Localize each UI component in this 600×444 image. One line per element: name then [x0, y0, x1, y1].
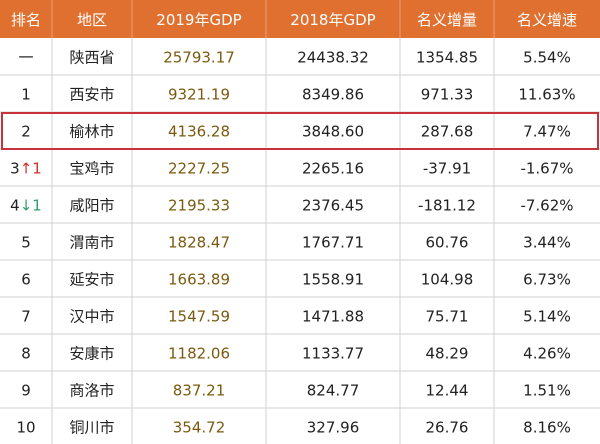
rank-cell: 1 [21, 86, 31, 104]
growth-cell: -7.62% [520, 197, 573, 215]
region-cell: 汉中市 [69, 308, 114, 326]
gdp-cell: 1558.91 [302, 271, 364, 289]
growth-cell: 8.16% [523, 419, 571, 437]
increase-cell: -37.91 [423, 160, 471, 178]
gdp-cell: 2227.25 [168, 160, 230, 178]
table-row: 9 商洛市 837.21 824.77 12.44 1.51% [0, 382, 600, 409]
rank-cell: 一 [18, 49, 33, 67]
table-row: 3↑1 宝鸡市 2227.25 2265.16 -37.91 -1.67% [0, 160, 600, 187]
increase-cell: 971.33 [421, 86, 474, 104]
rank-cell: 10 [16, 419, 35, 437]
rank-change-value: 1 [32, 197, 42, 215]
rank-cell: 6 [21, 271, 31, 289]
rank-cell: 5 [21, 234, 31, 252]
table-row: 7 汉中市 1547.59 1471.88 75.71 5.14% [0, 308, 600, 335]
column-header: 排名 [11, 11, 41, 29]
arrow-up-icon: ↑ [20, 160, 33, 178]
region-cell: 渭南市 [69, 234, 114, 252]
column-header: 名义增速 [517, 11, 577, 29]
gdp-cell: 4136.28 [168, 123, 230, 141]
column-header: 名义增量 [417, 11, 477, 29]
table-row: 一 陕西省 25793.17 24438.32 1354.85 5.54% [0, 49, 600, 76]
growth-cell: 11.63% [518, 86, 575, 104]
rank-cell: 9 [21, 382, 31, 400]
table-header: 排名 地区 2019年GDP 2018年GDP 名义增量 名义增速 [0, 0, 600, 38]
rank-cell: 2 [21, 123, 31, 141]
increase-cell: 1354.85 [416, 49, 478, 67]
growth-cell: 1.51% [523, 382, 571, 400]
rank-change-value: 1 [32, 160, 42, 178]
gdp-cell: 1471.88 [302, 308, 364, 326]
growth-cell: 7.47% [523, 123, 571, 141]
increase-cell: 287.68 [421, 123, 474, 141]
gdp-cell: 24438.32 [297, 49, 369, 67]
gdp-cell: 2195.33 [168, 197, 230, 215]
gdp-cell: 824.77 [307, 382, 360, 400]
gdp-cell: 2265.16 [302, 160, 364, 178]
column-header: 地区 [77, 11, 107, 29]
region-cell: 榆林市 [69, 123, 114, 141]
region-cell: 商洛市 [69, 382, 114, 400]
growth-cell: 3.44% [523, 234, 571, 252]
region-cell: 延安市 [69, 271, 114, 289]
column-header: 2019年GDP [156, 11, 241, 29]
gdp-cell: 2376.45 [302, 197, 364, 215]
rank-value: 4 [10, 197, 20, 215]
gdp-cell: 1547.59 [168, 308, 230, 326]
gdp-cell: 8349.86 [302, 86, 364, 104]
gdp-cell: 354.72 [173, 419, 226, 437]
increase-cell: 60.76 [426, 234, 469, 252]
table-row: 8 安康市 1182.06 1133.77 48.29 4.26% [0, 345, 600, 372]
column-header: 2018年GDP [290, 11, 375, 29]
growth-cell: 5.54% [523, 49, 571, 67]
region-cell: 宝鸡市 [69, 160, 114, 178]
increase-cell: -181.12 [418, 197, 476, 215]
increase-cell: 104.98 [421, 271, 474, 289]
table-row: 6 延安市 1663.89 1558.91 104.98 6.73% [0, 271, 600, 298]
region-cell: 陕西省 [69, 49, 114, 67]
gdp-cell: 1663.89 [168, 271, 230, 289]
rank-cell: 3↑1 [10, 160, 42, 178]
gdp-cell: 837.21 [173, 382, 226, 400]
growth-cell: 5.14% [523, 308, 571, 326]
table-row: 4↓1 咸阳市 2195.33 2376.45 -181.12 -7.62% [0, 197, 600, 224]
increase-cell: 48.29 [426, 345, 469, 363]
table-row: 10 铜川市 354.72 327.96 26.76 8.16% [16, 419, 571, 437]
rank-cell: 7 [21, 308, 31, 326]
gdp-cell: 3848.60 [302, 123, 364, 141]
growth-cell: 6.73% [523, 271, 571, 289]
gdp-cell: 1828.47 [168, 234, 230, 252]
gdp-cell: 25793.17 [163, 49, 235, 67]
table-row: 5 渭南市 1828.47 1767.71 60.76 3.44% [0, 234, 600, 261]
increase-cell: 75.71 [426, 308, 469, 326]
increase-cell: 26.76 [426, 419, 469, 437]
gdp-cell: 1767.71 [302, 234, 364, 252]
region-cell: 铜川市 [69, 419, 114, 437]
rank-cell: 8 [21, 345, 31, 363]
rank-value: 3 [10, 160, 20, 178]
growth-cell: -1.67% [520, 160, 573, 178]
highlighted-row-border [1, 112, 599, 150]
arrow-down-icon: ↓ [20, 197, 33, 215]
gdp-cell: 327.96 [307, 419, 360, 437]
rank-cell: 4↓1 [10, 197, 42, 215]
gdp-cell: 9321.19 [168, 86, 230, 104]
header-background [0, 0, 600, 38]
region-cell: 西安市 [69, 86, 114, 104]
increase-cell: 12.44 [426, 382, 469, 400]
gdp-cell: 1182.06 [168, 345, 230, 363]
gdp-cell: 1133.77 [302, 345, 364, 363]
region-cell: 咸阳市 [69, 197, 114, 215]
growth-cell: 4.26% [523, 345, 571, 363]
region-cell: 安康市 [69, 345, 114, 363]
table-row: 1 西安市 9321.19 8349.86 971.33 11.63% [0, 86, 600, 113]
